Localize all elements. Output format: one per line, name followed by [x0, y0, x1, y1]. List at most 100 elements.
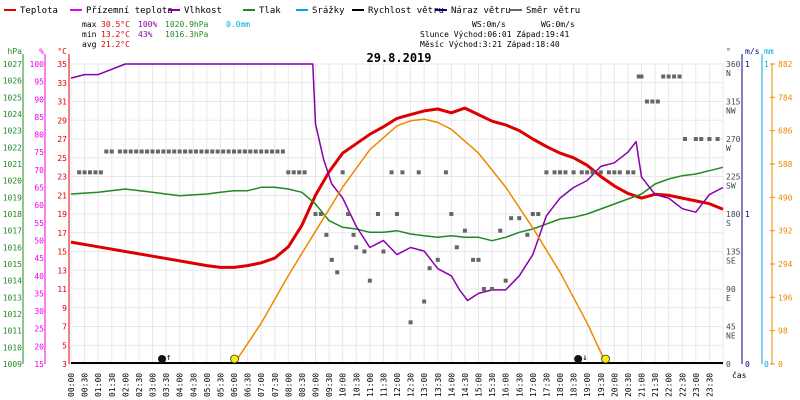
- wind-direction-point: [93, 170, 98, 175]
- wind-direction-point: [204, 149, 209, 154]
- sunset-marker: [601, 354, 611, 364]
- wind-direction-point: [552, 170, 557, 175]
- wind-direction-point: [655, 99, 660, 104]
- time-tick: 00:30: [81, 373, 90, 397]
- wind-direction-point: [454, 245, 459, 250]
- wind-direction-point: [354, 245, 359, 250]
- time-tick: 20:00: [610, 373, 619, 397]
- hpa-tick-unit: hPa: [8, 47, 23, 56]
- wind-direction-point: [375, 212, 380, 216]
- radiation-tick: 98: [778, 327, 788, 336]
- hpa-tick: 1024: [3, 110, 22, 119]
- wind-direction-point: [139, 149, 144, 154]
- series-line-teplota: [70, 106, 724, 269]
- wind-direction-point: [530, 212, 535, 216]
- wind-direction-point: [155, 149, 160, 154]
- time-tick: 01:30: [108, 373, 117, 397]
- wind-direction-point: [134, 149, 139, 154]
- legend: Teplota Přízemní teplota Vlhkost Tlak Srážky…: [4, 6, 580, 16]
- wind-direction-point: [335, 270, 340, 275]
- wind-direction-point: [318, 212, 323, 216]
- wind-direction-point: [666, 74, 671, 79]
- hpa-tick: 1017: [3, 227, 22, 236]
- wind-direction-point: [232, 149, 236, 154]
- series-line-radiace: [233, 118, 607, 365]
- wind-direction-point: [313, 212, 318, 216]
- direction-name: SE: [726, 257, 736, 266]
- time-tick: 06:30: [244, 373, 253, 397]
- wind-direction-point: [166, 149, 171, 154]
- wind-direction-point: [579, 170, 584, 175]
- wind-direction-point: [509, 216, 514, 221]
- wind-direction-point: [625, 170, 630, 175]
- wind-direction-point: [427, 266, 432, 271]
- wind-direction-point: [672, 74, 677, 79]
- wind-direction-point: [443, 170, 448, 175]
- time-tick: 15:00: [475, 373, 484, 397]
- wind-direction-point: [329, 257, 334, 262]
- time-tick: 10:30: [352, 373, 361, 397]
- wind-direction-point: [280, 149, 285, 154]
- wind-direction-point: [248, 149, 253, 154]
- time-tick: 02:00: [121, 373, 130, 397]
- direction-unit: °: [726, 47, 731, 56]
- time-tick: 08:30: [298, 373, 307, 397]
- celsius-tick: 25: [57, 154, 67, 163]
- sunrise-marker: [230, 354, 239, 364]
- hpa-tick: 1010: [3, 343, 22, 352]
- legend-label: Teplota: [20, 6, 58, 16]
- wind-direction-point: [362, 249, 367, 254]
- legend-label: Směr větru: [526, 6, 580, 16]
- hpa-tick: 1018: [3, 210, 22, 219]
- radiation-tick: 392: [778, 227, 793, 236]
- stat-wind-gust: WG:0m/s: [541, 20, 575, 29]
- celsius-tick: 7: [62, 323, 67, 332]
- chart-title: 29.8.2019: [366, 51, 431, 65]
- wind-direction-point: [145, 149, 150, 154]
- wind-direction-point: [117, 149, 122, 154]
- time-tick: 06:00: [230, 373, 239, 397]
- wind-direction-point: [98, 170, 103, 175]
- wind-direction-point: [82, 170, 87, 175]
- wind-direction-point: [381, 249, 386, 254]
- rain-tick: 0: [764, 360, 769, 369]
- wind-direction-point: [682, 137, 687, 141]
- stat-max-rain: 0.0mm: [226, 20, 250, 29]
- radiation-tick: 196: [778, 293, 793, 302]
- wind-direction-point: [639, 74, 644, 79]
- wind-tick: 0: [745, 360, 750, 369]
- stat-sun: Slunce Východ:06:01 Západ:19:41: [420, 30, 569, 39]
- wind-direction-point: [128, 149, 133, 154]
- legend-label: Rychlost větru: [368, 6, 444, 16]
- time-tick: 11:00: [366, 373, 375, 397]
- wind-direction-point: [340, 170, 345, 175]
- percent-tick-unit: %: [39, 47, 44, 56]
- time-tick: 14:00: [447, 373, 456, 397]
- legend-label: Náraz větru: [451, 6, 511, 16]
- percent-tick: 100: [30, 60, 45, 69]
- time-tick: 00:00: [67, 373, 76, 397]
- moonset-arrow: ↓: [582, 353, 587, 363]
- direction-name: W: [726, 144, 731, 153]
- wind-direction-point: [585, 170, 590, 175]
- wind-tick: 1: [745, 210, 750, 219]
- wind-direction-point: [88, 170, 93, 175]
- percent-tick: 50: [34, 236, 44, 245]
- celsius-tick: 27: [57, 135, 67, 144]
- wind-direction-point: [422, 299, 427, 304]
- wind-direction-point: [636, 74, 641, 79]
- hpa-tick: 1019: [3, 193, 22, 202]
- wind-direction-point: [302, 170, 307, 175]
- percent-tick: 65: [34, 184, 44, 193]
- time-tick: 22:00: [665, 373, 674, 397]
- stat-label: min: [82, 30, 97, 39]
- wind-unit: m/s: [745, 47, 760, 56]
- stat-label: avg: [82, 40, 97, 49]
- wind-direction-point: [161, 149, 166, 154]
- wind-direction-point: [77, 170, 82, 175]
- wind-direction-point: [193, 149, 198, 154]
- percent-tick: 70: [34, 166, 44, 175]
- time-tick: 18:00: [556, 373, 565, 397]
- direction-name: SW: [726, 182, 736, 191]
- hpa-tick: 1020: [3, 177, 22, 186]
